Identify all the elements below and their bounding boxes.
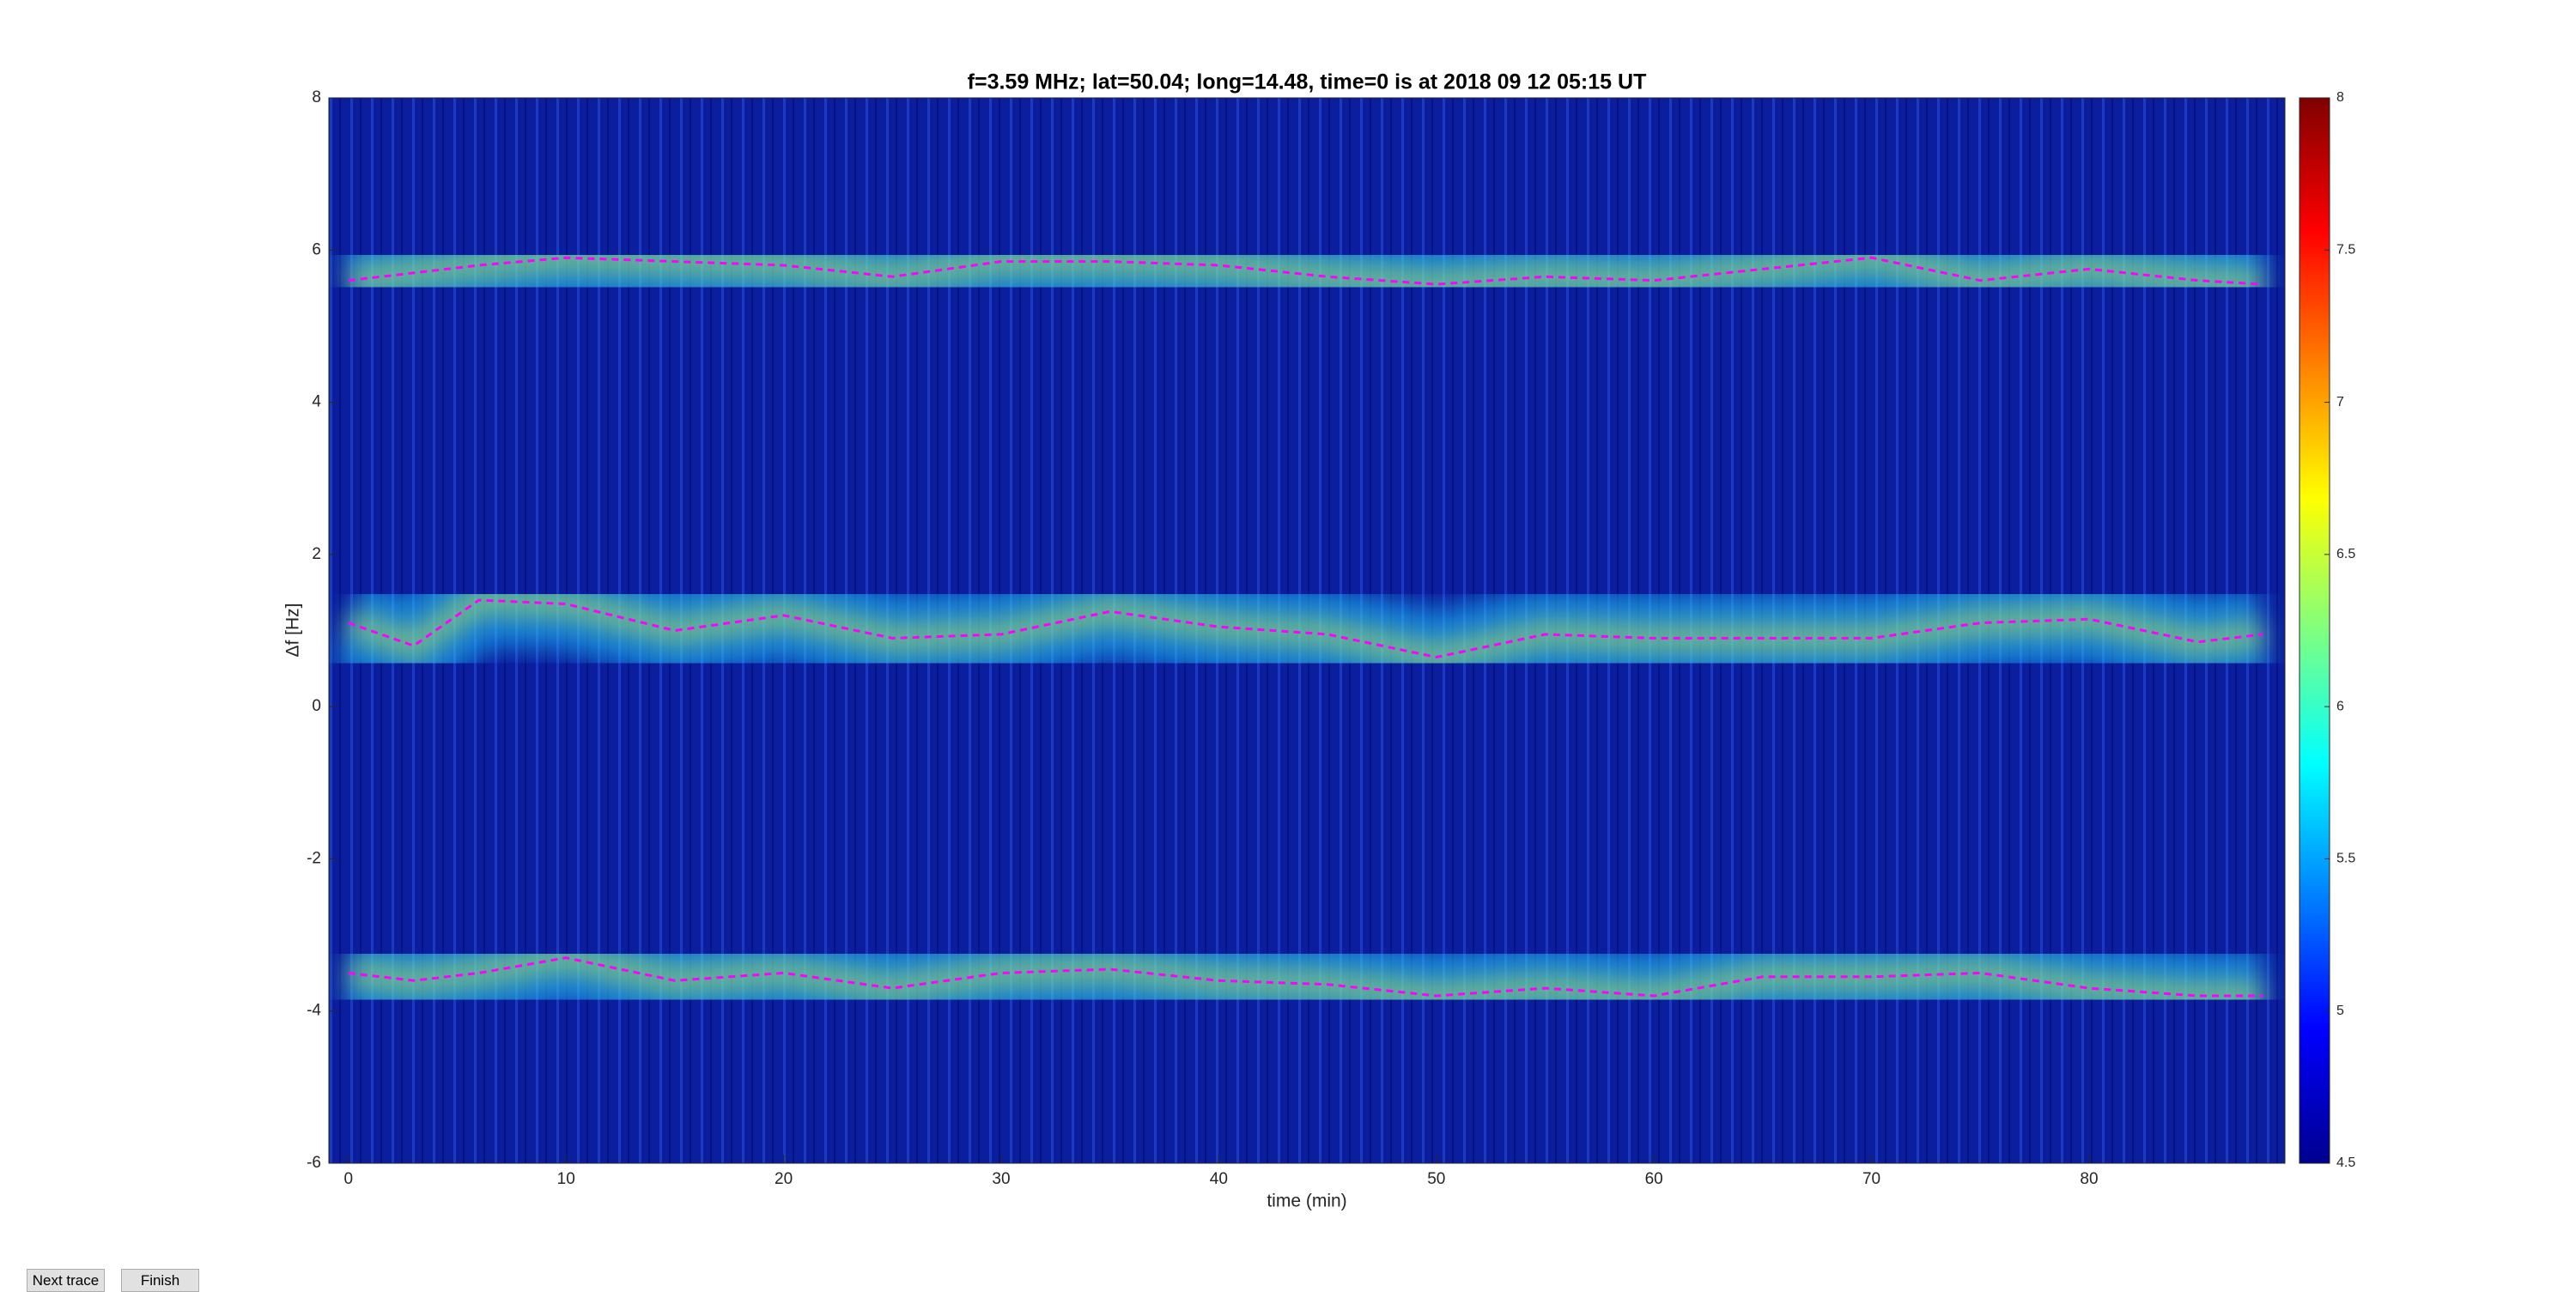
y-tick-label: 0 <box>312 697 321 715</box>
plot-area <box>329 98 2285 1163</box>
x-tick-label: 40 <box>1210 1170 1228 1188</box>
colorbar-tick-label: 7 <box>2336 395 2344 409</box>
chart: f=3.59 MHz; lat=50.04; long=14.48, time=… <box>283 70 2356 1211</box>
x-tick-label: 20 <box>775 1170 793 1188</box>
plot-frame <box>328 97 2286 1164</box>
x-tick-label: 0 <box>344 1170 354 1188</box>
colorbar <box>2299 97 2330 1164</box>
x-axis-label: time (min) <box>1267 1192 1346 1211</box>
colorbar-tick-label: 8 <box>2336 90 2344 105</box>
y-tick-label: -6 <box>307 1154 321 1172</box>
x-tick-label: 30 <box>992 1170 1010 1188</box>
trace-line <box>348 256 2263 286</box>
trace-line <box>348 956 2263 998</box>
x-tick-label: 70 <box>1862 1170 1880 1188</box>
x-tick-label: 80 <box>2080 1170 2098 1188</box>
x-tick-label: 60 <box>1645 1170 1663 1188</box>
y-tick-label: 8 <box>312 88 321 106</box>
colorbar-tick-label: 6 <box>2336 699 2344 713</box>
x-tick-label: 50 <box>1427 1170 1445 1188</box>
colorbar-tick-label: 7.5 <box>2336 243 2355 258</box>
next-trace-button[interactable]: Next trace <box>27 1269 105 1292</box>
colorbar-tick-label: 4.5 <box>2336 1156 2355 1170</box>
chart-title: f=3.59 MHz; lat=50.04; long=14.48, time=… <box>968 70 1647 94</box>
trace-line <box>348 598 2263 659</box>
y-tick-label: -4 <box>307 1002 321 1020</box>
finish-button[interactable]: Finish <box>121 1269 199 1292</box>
x-tick-label: 10 <box>557 1170 575 1188</box>
y-tick-label: 6 <box>312 240 321 258</box>
y-axis-label: Δf [Hz] <box>283 603 303 657</box>
colorbar-tick-label: 5.5 <box>2336 852 2355 866</box>
y-tick-label: -2 <box>307 849 321 867</box>
y-tick-label: 4 <box>312 393 321 411</box>
colorbar-tick-label: 6.5 <box>2336 547 2355 561</box>
colorbar-tick-label: 5 <box>2336 1004 2344 1018</box>
y-tick-label: 2 <box>312 545 321 563</box>
